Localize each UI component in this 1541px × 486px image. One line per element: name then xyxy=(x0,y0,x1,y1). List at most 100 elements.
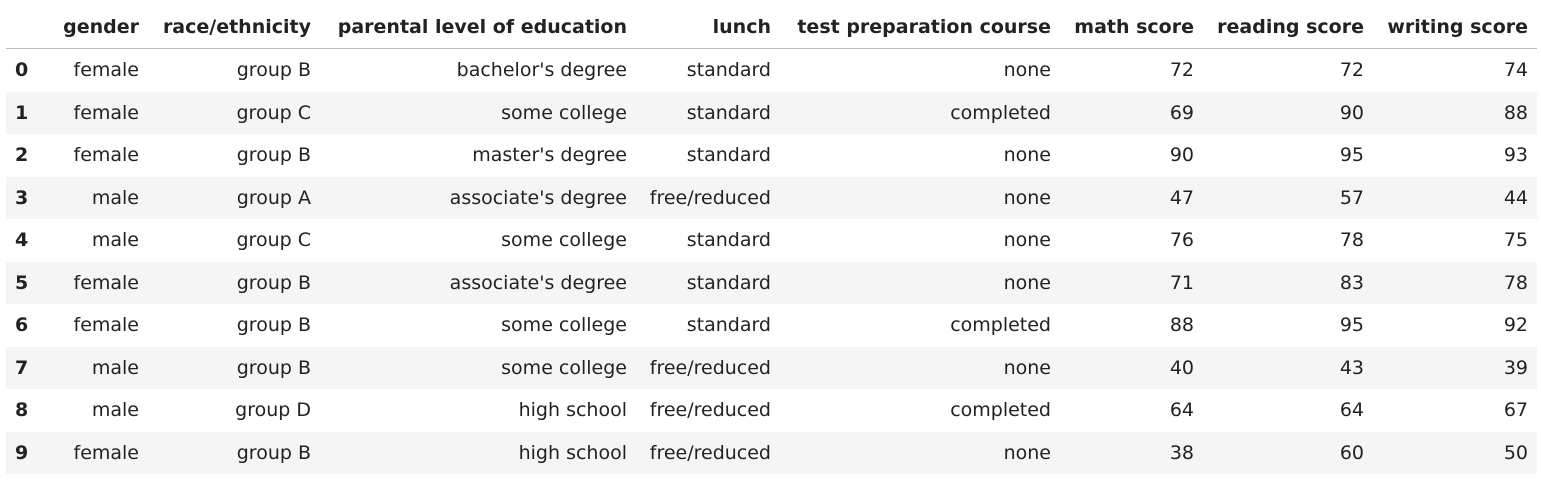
cell-lunch: standard xyxy=(686,59,771,82)
cell-gender: female xyxy=(73,101,140,124)
cell-math-score: 76 xyxy=(1169,229,1194,252)
cell-writing-score: 78 xyxy=(1503,271,1528,294)
cell-test-prep: completed xyxy=(950,314,1051,337)
dataframe-table: gender race/ethnicity parental level of … xyxy=(6,6,1537,474)
cell-race-ethnicity: group B xyxy=(236,59,311,82)
cell-race-ethnicity: group A xyxy=(236,186,311,209)
cell-reading-score: 95 xyxy=(1339,314,1364,337)
cell-reading-score: 60 xyxy=(1339,441,1364,464)
cell-parental-education: some college xyxy=(501,101,627,124)
column-header-writing-score: writing score xyxy=(1373,6,1537,49)
cell-parental-education: high school xyxy=(518,441,627,464)
cell-race-ethnicity: group B xyxy=(236,271,311,294)
column-header-parental-education: parental level of education xyxy=(320,6,636,49)
row-index-cell: 0 xyxy=(15,59,29,82)
cell-gender: female xyxy=(73,314,140,337)
table-header: gender race/ethnicity parental level of … xyxy=(6,6,1537,49)
cell-gender: male xyxy=(91,186,139,209)
cell-math-score: 38 xyxy=(1169,441,1194,464)
cell-writing-score: 74 xyxy=(1503,59,1528,82)
row-index-cell: 7 xyxy=(15,356,29,379)
cell-test-prep: none xyxy=(1003,441,1051,464)
row-index-cell: 6 xyxy=(15,314,29,337)
column-header-reading-score: reading score xyxy=(1203,6,1373,49)
table-body: 0 female group B bachelor's degree standard n… xyxy=(6,49,1537,474)
cell-math-score: 47 xyxy=(1169,186,1194,209)
cell-gender: male xyxy=(91,356,139,379)
cell-reading-score: 64 xyxy=(1339,399,1364,422)
row-index-cell: 2 xyxy=(15,144,29,167)
cell-writing-score: 75 xyxy=(1503,229,1528,252)
cell-reading-score: 43 xyxy=(1339,356,1364,379)
row-index-cell: 1 xyxy=(15,101,29,124)
cell-parental-education: some college xyxy=(501,356,627,379)
cell-lunch: standard xyxy=(686,229,771,252)
cell-test-prep: none xyxy=(1003,59,1051,82)
cell-parental-education: bachelor's degree xyxy=(456,59,627,82)
cell-reading-score: 72 xyxy=(1339,59,1364,82)
cell-writing-score: 67 xyxy=(1503,399,1528,422)
cell-race-ethnicity: group C xyxy=(236,229,312,252)
cell-math-score: 69 xyxy=(1169,101,1194,124)
column-header-gender: gender xyxy=(49,6,148,49)
cell-parental-education: associate's degree xyxy=(449,271,627,294)
cell-math-score: 72 xyxy=(1169,59,1194,82)
table-row: 2 female group B master's degree standard non… xyxy=(6,134,1537,177)
cell-race-ethnicity: group B xyxy=(236,144,311,167)
cell-lunch: standard xyxy=(686,101,771,124)
cell-math-score: 88 xyxy=(1169,314,1194,337)
cell-reading-score: 57 xyxy=(1339,186,1364,209)
cell-gender: male xyxy=(91,399,139,422)
cell-reading-score: 78 xyxy=(1339,229,1364,252)
column-header-test-prep: test preparation course xyxy=(780,6,1060,49)
cell-reading-score: 90 xyxy=(1339,101,1364,124)
cell-test-prep: completed xyxy=(950,399,1051,422)
cell-writing-score: 39 xyxy=(1503,356,1528,379)
cell-test-prep: none xyxy=(1003,229,1051,252)
column-header-race-ethnicity: race/ethnicity xyxy=(148,6,320,49)
cell-lunch: free/reduced xyxy=(649,356,771,379)
cell-reading-score: 95 xyxy=(1339,144,1364,167)
cell-test-prep: none xyxy=(1003,186,1051,209)
cell-gender: female xyxy=(73,271,140,294)
cell-test-prep: completed xyxy=(950,101,1051,124)
cell-test-prep: none xyxy=(1003,356,1051,379)
table-row: 7 male group B some college free/reduced none… xyxy=(6,346,1537,389)
cell-reading-score: 83 xyxy=(1339,271,1364,294)
column-header-lunch: lunch xyxy=(636,6,780,49)
row-index-cell: 3 xyxy=(15,186,29,209)
header-row: gender race/ethnicity parental level of … xyxy=(6,6,1537,49)
cell-writing-score: 44 xyxy=(1503,186,1528,209)
cell-writing-score: 92 xyxy=(1503,314,1528,337)
cell-test-prep: none xyxy=(1003,144,1051,167)
cell-writing-score: 50 xyxy=(1503,441,1528,464)
cell-race-ethnicity: group D xyxy=(235,399,311,422)
table-row: 8 male group D high school free/reduced compl… xyxy=(6,389,1537,432)
table-row: 5 female group B associate's degree standard… xyxy=(6,261,1537,304)
cell-lunch: standard xyxy=(686,271,771,294)
cell-parental-education: master's degree xyxy=(472,144,627,167)
table-row: 3 male group A associate's degree free/reduc… xyxy=(6,176,1537,219)
cell-lunch: standard xyxy=(686,144,771,167)
cell-gender: female xyxy=(73,441,140,464)
table-row: 4 male group C some college standard none 76 78… xyxy=(6,219,1537,262)
table-row: 1 female group C some college standard comple… xyxy=(6,91,1537,134)
cell-race-ethnicity: group B xyxy=(236,314,311,337)
cell-gender: female xyxy=(73,59,140,82)
cell-lunch: free/reduced xyxy=(649,186,771,209)
cell-writing-score: 88 xyxy=(1503,101,1528,124)
cell-gender: female xyxy=(73,144,140,167)
cell-race-ethnicity: group C xyxy=(236,101,312,124)
cell-lunch: free/reduced xyxy=(649,441,771,464)
cell-parental-education: associate's degree xyxy=(449,186,627,209)
table-row: 0 female group B bachelor's degree standard n… xyxy=(6,49,1537,92)
cell-parental-education: some college xyxy=(501,229,627,252)
cell-lunch: free/reduced xyxy=(649,399,771,422)
cell-writing-score: 93 xyxy=(1503,144,1528,167)
cell-race-ethnicity: group B xyxy=(236,356,311,379)
cell-test-prep: none xyxy=(1003,271,1051,294)
row-index-cell: 8 xyxy=(15,399,29,422)
cell-math-score: 64 xyxy=(1169,399,1194,422)
row-index-cell: 5 xyxy=(15,271,29,294)
cell-gender: male xyxy=(91,229,139,252)
